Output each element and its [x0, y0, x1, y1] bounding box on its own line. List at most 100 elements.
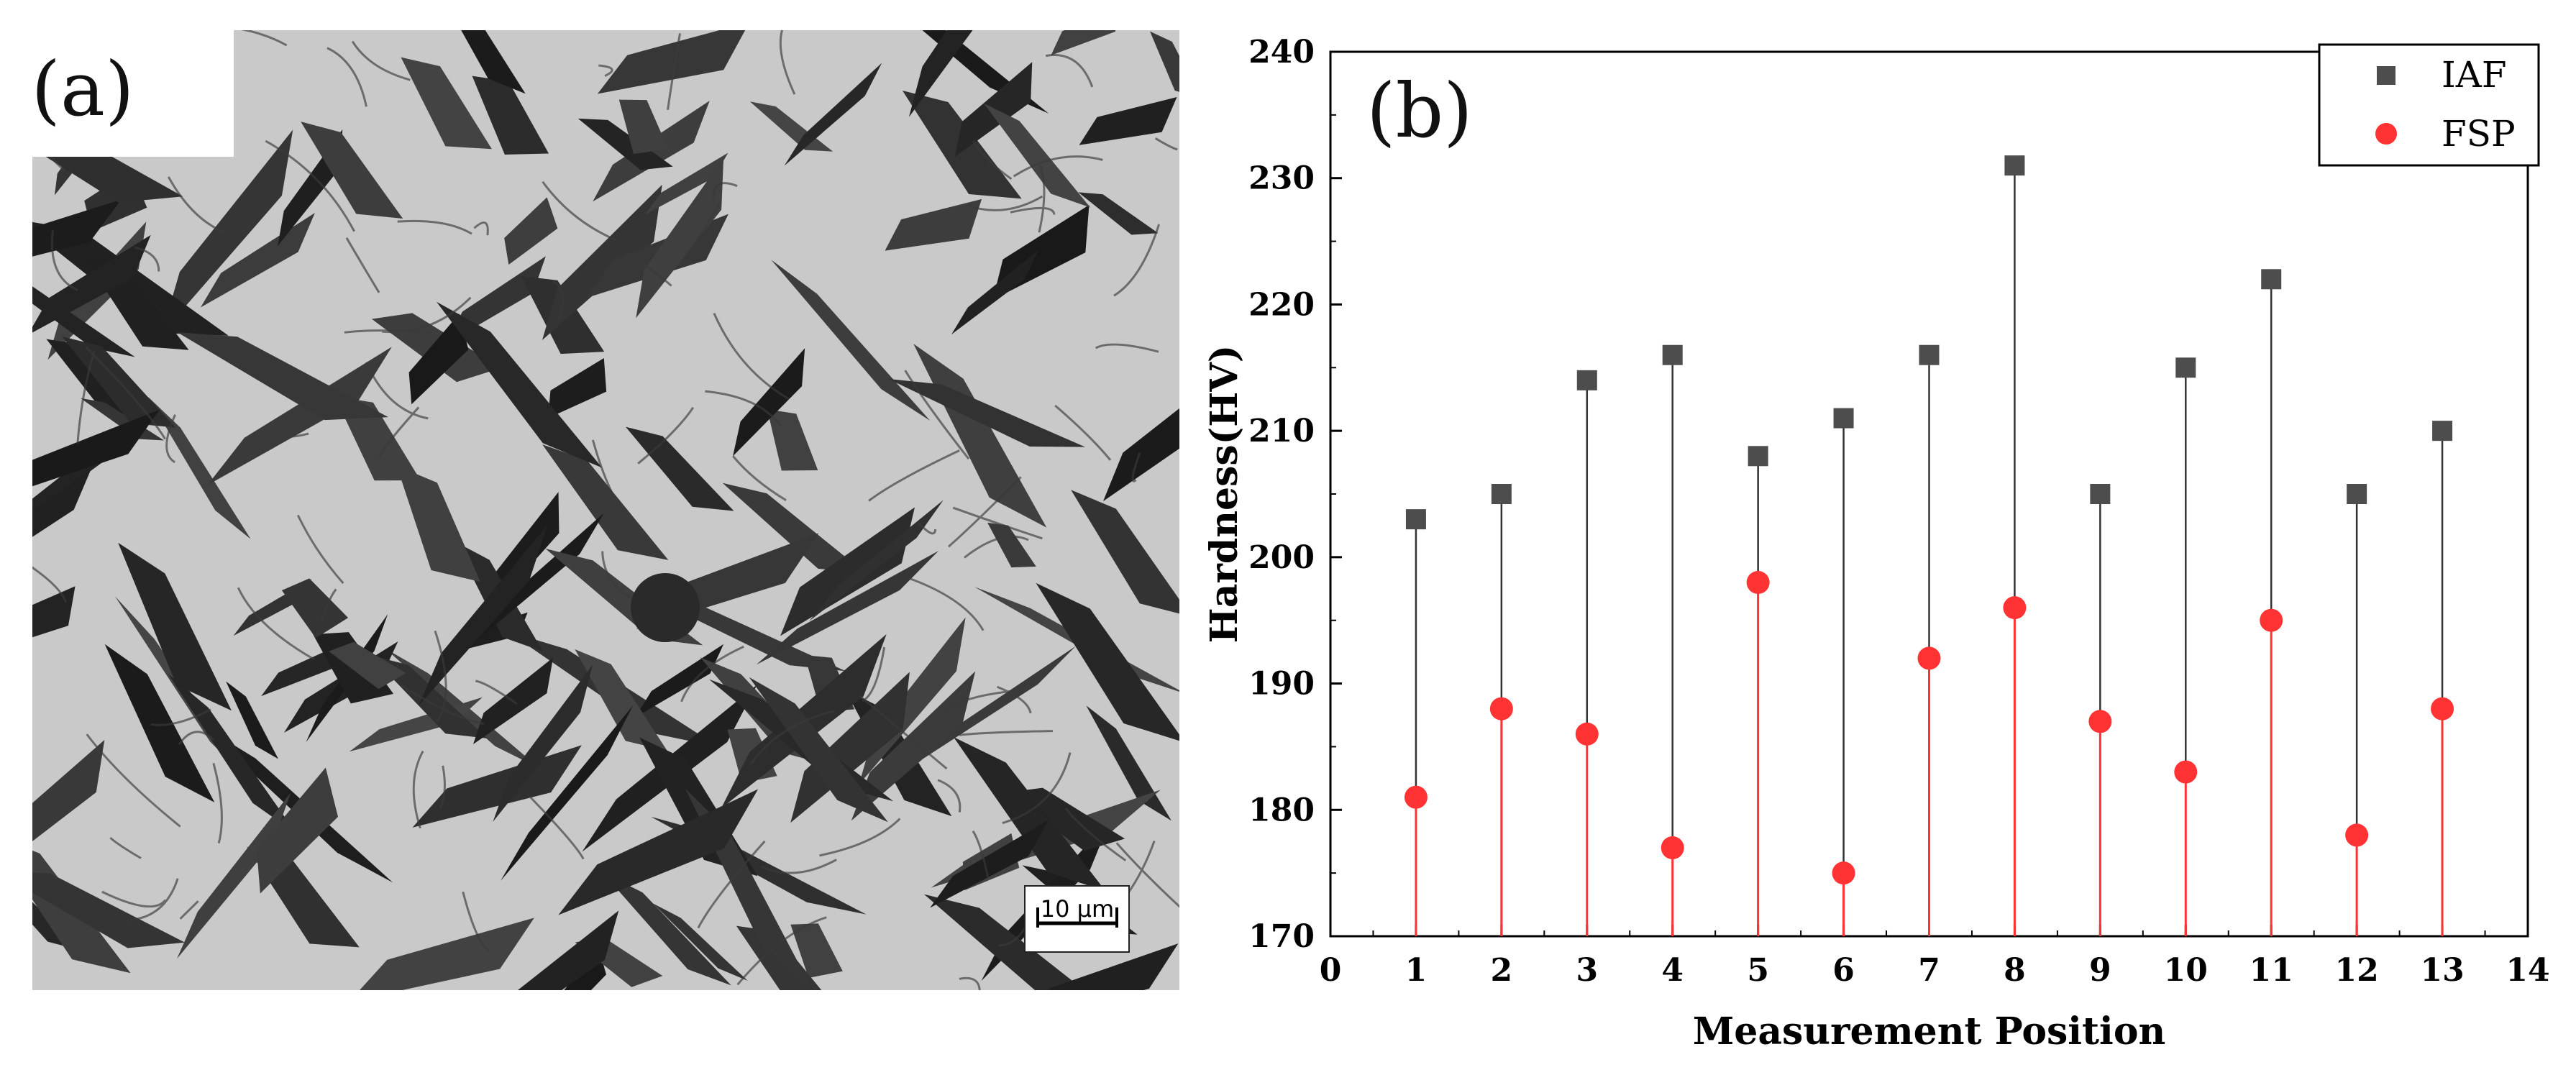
micrograph-grain	[597, 30, 750, 94]
micrograph-grain	[256, 767, 339, 894]
x-tick-label: 7	[1918, 952, 1940, 989]
grain-boundary	[296, 514, 344, 585]
micrograph-grain	[780, 507, 915, 636]
iaf-point	[2004, 155, 2025, 176]
micrograph-grain	[226, 681, 279, 759]
grain-boundary	[1154, 137, 1178, 151]
grain-boundary	[326, 47, 367, 107]
grain-boundary	[917, 521, 937, 535]
micrograph-grain	[749, 677, 888, 823]
micrograph-image	[32, 30, 1179, 990]
fsp-point	[1917, 646, 1941, 670]
micrograph-grain	[987, 522, 1036, 568]
micrograph-grain	[542, 444, 669, 560]
micrograph-grain	[790, 923, 843, 978]
iaf-point	[1919, 344, 1940, 365]
x-axis-label: Measurement Position	[1693, 1010, 2166, 1053]
grain-boundary	[598, 64, 613, 77]
iaf-point	[1405, 509, 1426, 530]
micrograph-grain	[636, 157, 724, 319]
grain-boundary	[760, 859, 837, 874]
grain-boundary	[1038, 165, 1046, 233]
grain-boundary	[959, 976, 981, 990]
micrograph-grain	[104, 644, 215, 802]
micrograph-grain	[809, 500, 944, 621]
grain-boundary	[86, 733, 181, 828]
micrograph-grain	[207, 347, 392, 485]
grain-boundary	[937, 779, 962, 813]
micrograph-grain	[401, 57, 492, 150]
micrograph-grain	[653, 903, 748, 981]
fsp-point	[1661, 836, 1684, 859]
x-tick-label: 5	[1747, 952, 1769, 989]
micrograph-grain	[147, 396, 251, 539]
micrograph-grain	[771, 260, 931, 421]
micrograph-grain	[908, 30, 1008, 117]
grain-boundary	[165, 414, 176, 464]
x-tick-label: 14	[2506, 952, 2549, 989]
grain-boundary	[859, 695, 948, 770]
legend-box	[2318, 43, 2540, 167]
micrograph-grain	[888, 378, 1086, 447]
micrograph-grain	[32, 469, 91, 575]
micrograph-grain	[1017, 943, 1179, 990]
micrograph-grain	[436, 301, 603, 468]
grain-boundary	[732, 455, 787, 501]
micrograph-grain	[602, 872, 731, 986]
micrograph-grain	[32, 234, 151, 336]
micrograph-grain	[412, 745, 582, 828]
legend-iaf-label: IAF	[2442, 54, 2507, 96]
y-axis-label: Hardness(HV)	[1202, 345, 1246, 644]
drop-lines	[1415, 165, 2444, 936]
grain-boundary	[712, 182, 738, 200]
grain-boundary	[1115, 842, 1179, 908]
grain-boundary	[378, 406, 420, 459]
micrograph-grain	[501, 705, 634, 881]
y-tick-label: 200	[1248, 539, 1315, 576]
grain-boundary	[952, 506, 1043, 540]
iaf-point	[2261, 269, 2282, 290]
grain-boundary	[134, 246, 160, 272]
grain-boundary	[972, 140, 1013, 180]
grain-boundary	[749, 710, 836, 765]
grain-boundary	[697, 840, 766, 929]
micrograph-grain	[408, 314, 469, 405]
y-tick-label: 220	[1248, 286, 1315, 323]
iaf-point	[2090, 484, 2111, 504]
micrograph-grain	[1051, 30, 1124, 55]
iaf-point	[1833, 408, 1854, 429]
micrograph-grain	[32, 409, 160, 500]
grain-boundary	[965, 195, 1043, 211]
micrograph-grain	[722, 482, 867, 574]
grain-boundary	[150, 708, 211, 726]
grain-boundary	[76, 349, 96, 444]
x-tick-label: 4	[1661, 952, 1684, 989]
grain-boundary	[237, 587, 315, 661]
fsp-point	[2431, 697, 2454, 721]
micrograph-grain	[493, 664, 593, 822]
micrograph-grain	[644, 152, 729, 215]
micrograph-grain	[547, 358, 607, 418]
grain-boundary	[819, 818, 901, 857]
micrograph-grain	[396, 465, 480, 582]
fsp-point	[1746, 571, 1770, 594]
grain-boundary	[212, 762, 223, 844]
micrograph-grain	[784, 63, 882, 166]
iaf-point	[2175, 357, 2196, 378]
grain-boundary	[959, 730, 1053, 736]
micrograph-grain	[474, 513, 604, 643]
grain-boundary	[412, 750, 424, 829]
grain-boundary	[1002, 752, 1072, 825]
micrograph-grain	[984, 103, 1091, 208]
grain-boundary	[365, 362, 429, 420]
panel-a-label-box	[0, 0, 234, 157]
fsp-point	[1575, 722, 1599, 746]
grain-boundary	[473, 221, 489, 236]
fsp-point	[2260, 608, 2283, 632]
x-tick-label: 3	[1576, 952, 1598, 989]
inclusion-particle	[631, 573, 700, 642]
micrograph-grain	[923, 894, 1107, 990]
y-tick-label: 230	[1248, 160, 1315, 197]
micrograph-grain	[1036, 582, 1179, 743]
